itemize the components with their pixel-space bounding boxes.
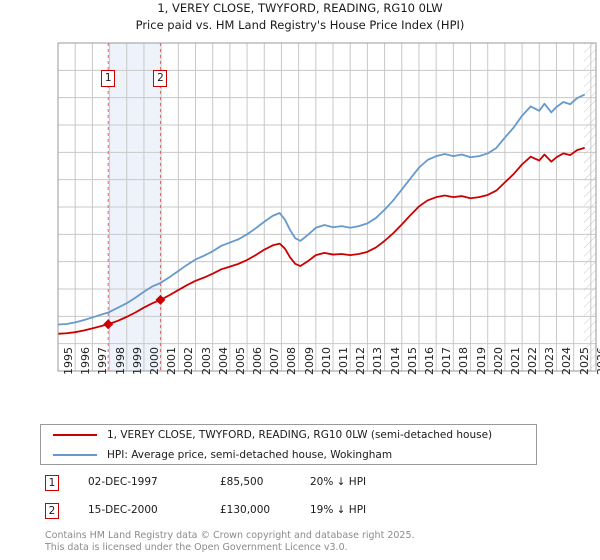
x-axis-tick-label: 2000 [147,347,161,375]
sale-record-row: 1 02-DEC-1997 £85,500 20% ↓ HPI [0,475,600,497]
x-axis-tick-label: 2024 [560,347,574,375]
chart-legend: 1, VEREY CLOSE, TWYFORD, READING, RG10 0… [40,424,537,465]
legend-swatch-price-paid [53,434,97,436]
sale-point-markers [103,294,166,330]
x-axis-tick-label: 1995 [62,347,75,375]
x-axis-tick-label: 2005 [233,347,247,375]
x-axis-tick-label: 2015 [405,347,419,375]
x-axis-tick-label: 2014 [388,347,402,375]
title-line-1: 1, VEREY CLOSE, TWYFORD, READING, RG10 0… [157,1,443,15]
legend-label-hpi: HPI: Average price, semi-detached house,… [107,449,393,461]
x-axis-tick-label: 2016 [422,347,436,375]
x-axis-tick-label: 2025 [577,347,591,375]
x-axis-tick-label: 2003 [199,347,213,375]
sale-price-1: £85,500 [220,476,264,488]
x-axis-tick-label: 2001 [165,347,179,375]
sale-marker-lines [107,43,161,371]
chart-title: 1, VEREY CLOSE, TWYFORD, READING, RG10 0… [0,0,600,34]
x-axis-tick-label: 1996 [79,347,93,375]
x-axis-tick-label: 2020 [491,347,505,375]
x-axis-tick-label: 2010 [319,347,333,375]
legend-item-price-paid: 1, VEREY CLOSE, TWYFORD, READING, RG10 0… [41,425,536,445]
x-axis-tick-label: 2018 [457,347,471,375]
sale-marker-badge-2: 2 [153,70,168,87]
x-axis-tick-label: 2002 [182,347,196,375]
sale-date-1: 02-DEC-1997 [88,476,158,488]
x-axis-tick-label: 2026 [594,347,600,375]
x-axis-tick-label: 1998 [113,347,127,375]
legend-item-hpi: HPI: Average price, semi-detached house,… [41,445,536,465]
attribution-footer: Contains HM Land Registry data © Crown c… [45,530,585,553]
x-axis-tick-label: 2007 [268,347,282,375]
x-axis-tick-label: 2006 [251,347,265,375]
x-axis-tick-label: 2017 [440,347,454,375]
sale-badge-2: 2 [45,503,59,519]
x-axis-tick-label: 2012 [354,347,368,375]
plot-border [57,42,597,372]
hpi-chart: £0£50K£100K£150K£200K£250K£300K£350K£400… [57,42,600,375]
x-axis-tick-label: 2004 [216,347,230,375]
sale-badge-1: 1 [45,475,59,491]
sale-date-2: 15-DEC-2000 [88,504,158,516]
sale-price-2: £130,000 [220,504,271,516]
footer-line-2: This data is licensed under the Open Gov… [45,541,348,553]
x-axis-tick-label: 2021 [508,347,522,375]
legend-label-price-paid: 1, VEREY CLOSE, TWYFORD, READING, RG10 0… [107,429,493,441]
sale-record-row: 2 15-DEC-2000 £130,000 19% ↓ HPI [0,503,600,525]
x-axis-tick-label: 2022 [526,347,540,375]
sale-hpi-delta-2: 19% ↓ HPI [310,504,367,516]
x-axis-tick-label: 2023 [543,347,557,375]
sale-marker-badge-1: 1 [101,70,116,87]
legend-swatch-hpi [53,454,97,456]
x-axis-tick-label: 2013 [371,347,385,375]
x-axis-tick-label: 2008 [285,347,299,375]
x-axis-tick-label: 2009 [302,347,316,375]
footer-line-1: Contains HM Land Registry data © Crown c… [45,530,415,541]
x-axis-tick-label: 1999 [130,347,144,375]
chart-series [58,94,585,335]
title-line-2: Price paid vs. HM Land Registry's House … [135,18,465,32]
sale-hpi-delta-1: 20% ↓ HPI [310,476,367,488]
chart-canvas [57,42,597,372]
x-axis-tick-label: 1997 [96,347,110,375]
x-axis-tick-label: 2019 [474,347,488,375]
x-axis-tick-label: 2011 [337,347,351,375]
